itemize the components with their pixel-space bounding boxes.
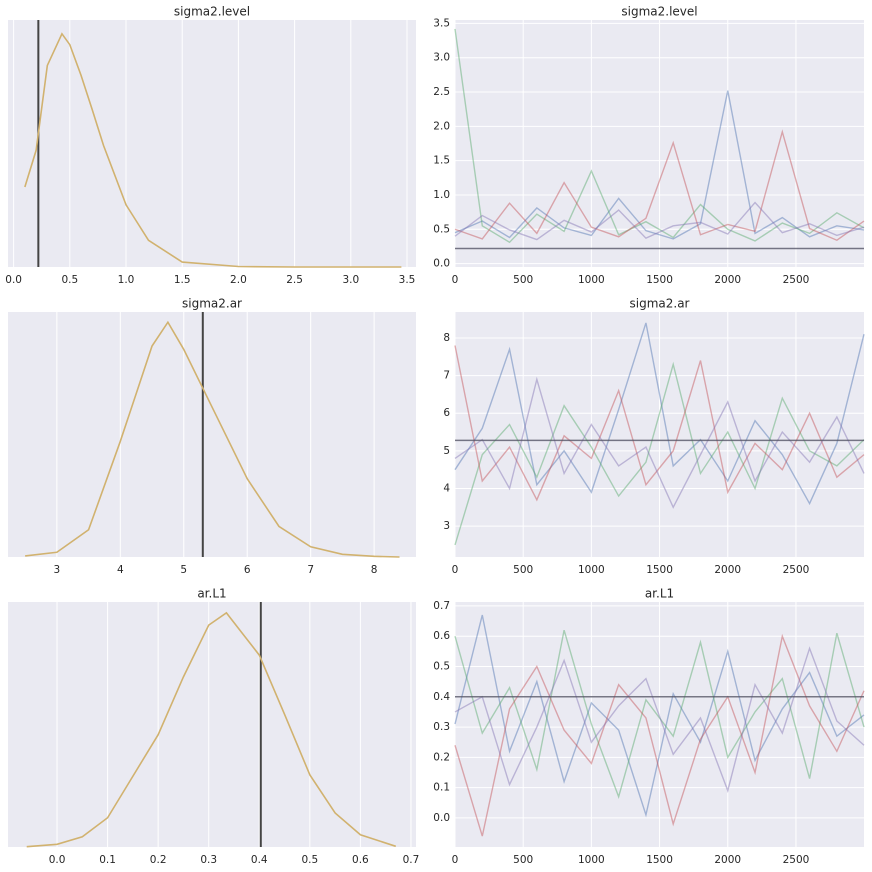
x-tick-label: 2500 [783,564,810,576]
x-tick-label: 4 [117,564,124,576]
panel-title: ar.L1 [645,587,674,601]
x-tick-label: 0.5 [61,274,78,286]
y-tick-label: 0.0 [433,258,450,270]
x-tick-label: 1000 [578,854,605,866]
x-tick-label: 1500 [646,564,673,576]
chain-trace [454,629,865,799]
x-tick-label: 0.0 [5,274,22,286]
x-tick-label: 2500 [783,854,810,866]
y-tick-label: 0.2 [433,751,450,763]
x-tick-label: 3.5 [399,274,416,286]
x-tick-label: 1500 [646,854,673,866]
y-tick-label: 7 [443,370,450,382]
x-tick-label: 3.0 [342,274,359,286]
x-tick-label: 0.0 [49,854,66,866]
y-tick-label: 3.0 [433,52,450,64]
panel-title: sigma2.level [174,5,250,19]
x-tick-label: 0.7 [403,854,420,866]
y-tick-label: 3.5 [433,17,450,29]
plot-background [8,312,416,557]
x-tick-label: 8 [371,564,378,576]
x-tick-label: 500 [513,274,533,286]
y-tick-label: 0.1 [433,782,450,794]
x-tick-label: 2000 [714,564,741,576]
x-tick-label: 0 [452,854,459,866]
y-tick-label: 2.5 [433,86,450,98]
x-tick-label: 6 [244,564,251,576]
chain-trace [454,376,865,509]
panel-title: sigma2.level [621,5,697,19]
density-curve [24,32,402,268]
panel-title: ar.L1 [197,587,226,601]
chain-trace [454,28,865,244]
panel-title: sigma2.ar [630,297,690,311]
x-tick-label: 1000 [578,564,605,576]
y-tick-label: 5 [443,445,450,457]
x-tick-label: 7 [307,564,314,576]
density-curve [26,611,397,848]
y-tick-label: 0.7 [433,600,450,612]
y-tick-label: 8 [443,332,450,344]
x-tick-label: 2500 [783,274,810,286]
chain-trace [454,322,865,506]
chain-trace [454,345,865,502]
chain-trace [454,201,865,241]
x-tick-label: 0.4 [251,854,268,866]
x-tick-label: 2000 [714,854,741,866]
x-tick-label: 1500 [646,274,673,286]
y-tick-label: 6 [443,407,450,419]
y-tick-label: 0.4 [433,691,450,703]
x-tick-label: 0.5 [301,854,318,866]
x-tick-label: 3 [54,564,61,576]
y-tick-label: 1.5 [433,155,450,167]
y-tick-label: 0.3 [433,721,450,733]
y-tick-label: 0.0 [433,812,450,824]
x-tick-label: 2000 [714,274,741,286]
y-tick-label: 3 [443,520,450,532]
chain-trace [454,646,865,793]
chain-trace [454,361,865,546]
panel-title: sigma2.ar [182,297,242,311]
plot-background [8,602,416,847]
x-tick-label: 0.6 [352,854,369,866]
y-tick-label: 4 [443,483,450,495]
x-tick-label: 0.3 [200,854,217,866]
y-tick-label: 0.5 [433,661,450,673]
plot-background [8,20,416,267]
x-tick-label: 0.2 [150,854,167,866]
y-tick-label: 1.0 [433,189,450,201]
density-curve [25,320,400,558]
chain-trace [454,614,865,818]
chain-trace [454,633,865,837]
chain-trace [454,90,865,240]
x-tick-label: 5 [180,564,187,576]
x-tick-label: 0.1 [99,854,116,866]
x-tick-label: 500 [513,564,533,576]
x-tick-label: 1000 [578,274,605,286]
y-tick-label: 2.0 [433,120,450,132]
x-tick-label: 0 [452,564,459,576]
x-tick-label: 2.5 [286,274,303,286]
x-tick-label: 2.0 [230,274,247,286]
x-tick-label: 1.0 [118,274,135,286]
y-tick-label: 0.5 [433,223,450,235]
x-tick-label: 1.5 [174,274,191,286]
x-tick-label: 0 [452,274,459,286]
x-tick-label: 500 [513,854,533,866]
chain-trace [454,129,865,242]
y-tick-label: 0.6 [433,630,450,642]
